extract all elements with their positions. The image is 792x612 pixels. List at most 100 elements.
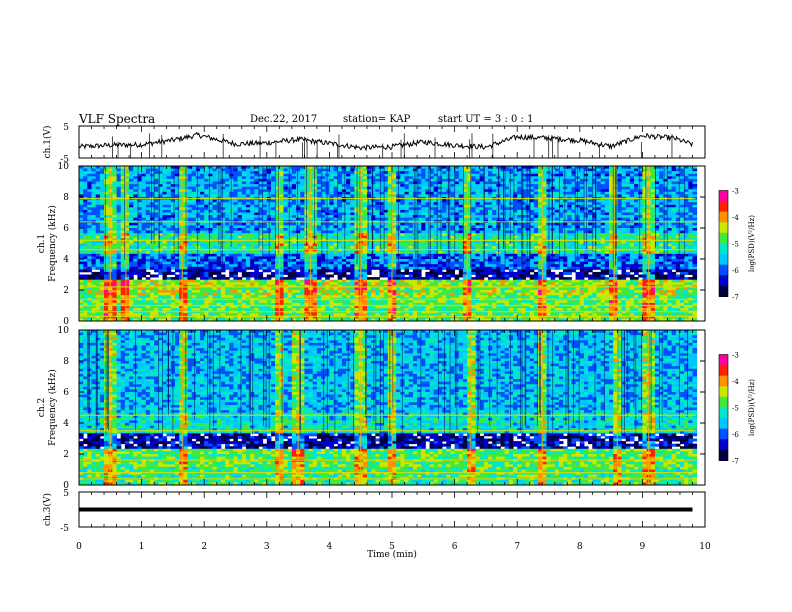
spectrogram-cell: [87, 212, 92, 216]
spectrogram-cell: [341, 222, 347, 226]
spectrogram-cell: [400, 173, 405, 177]
spectrogram-cell: [275, 194, 280, 198]
spectrogram-cell: [195, 189, 201, 193]
spectrogram-cell: [659, 171, 664, 175]
spectrogram-cell: [91, 212, 97, 216]
spectrogram-cell: [504, 168, 510, 172]
spectrogram-cell: [95, 222, 101, 226]
spectrogram-cell: [421, 246, 426, 250]
spectrogram-cell: [204, 207, 209, 211]
spectrogram-cell: [149, 228, 155, 231]
spectrogram-cell: [325, 246, 330, 250]
spectrogram-cell: [87, 194, 92, 198]
spectrogram-cell: [279, 212, 284, 216]
spectrogram-cell: [245, 217, 251, 221]
spectrogram-cell: [362, 230, 368, 234]
spectrogram-cell: [220, 225, 226, 229]
spectrogram-cell: [604, 171, 610, 175]
spectrogram-cell: [325, 230, 330, 234]
spectrogram-cell: [283, 168, 289, 172]
spectrogram-cell: [329, 178, 334, 182]
spectrogram-cell: [642, 246, 647, 250]
spectrogram-cell: [225, 194, 230, 198]
spectrogram-cell: [120, 209, 126, 213]
spectrogram-cell: [195, 207, 201, 211]
spectrogram-cell: [408, 230, 414, 234]
spectrogram-cell: [321, 181, 326, 185]
spectrogram-cell: [675, 181, 681, 185]
spectrogram-cell: [83, 204, 88, 208]
spectrogram-cell: [83, 230, 88, 234]
spectrogram-cell: [462, 222, 468, 226]
spectrogram-cell: [183, 191, 188, 195]
spectrogram-cell: [467, 230, 472, 234]
spectrogram-cell: [471, 230, 476, 234]
spectrogram-cell: [421, 181, 426, 185]
spectrogram-cell: [237, 230, 243, 234]
spectrogram-cell: [220, 235, 226, 239]
spectrogram-cell: [417, 228, 422, 231]
spectrogram-cell: [492, 212, 497, 216]
spectrogram-cell: [137, 209, 142, 213]
spectrogram-cell: [642, 171, 647, 175]
spectrogram-cell: [283, 217, 289, 221]
spectrogram-cell: [688, 176, 693, 180]
spectrogram-cell: [479, 212, 485, 216]
spectrogram-cell: [179, 212, 184, 216]
spectrogram-cell: [137, 202, 142, 206]
spectrogram-cell: [262, 240, 268, 244]
spectrogram-cell: [504, 173, 510, 177]
spectrogram-cell: [258, 181, 264, 185]
spectrogram-cell: [538, 199, 543, 203]
spectrogram-cell: [663, 173, 668, 177]
spectrogram-cell: [429, 171, 435, 175]
spectrogram-cell: [120, 181, 126, 185]
spectrogram-cell: [529, 212, 535, 216]
spectrogram-cell: [467, 171, 472, 175]
spectrogram-cell: [371, 168, 376, 172]
spectrogram-cell: [513, 204, 518, 208]
spectrogram-cell: [120, 168, 126, 172]
spectrogram-cell: [158, 176, 163, 180]
spectrogram-cell: [392, 184, 397, 188]
spectrogram-cell: [421, 233, 426, 237]
spectrogram-cell: [362, 228, 368, 231]
spectrogram-cell: [629, 181, 635, 185]
spectrogram-cell: [271, 176, 276, 180]
spectrogram-cell: [508, 209, 514, 213]
spectrogram-cell: [617, 171, 622, 175]
spectrogram-cell: [408, 233, 414, 237]
spectrogram-cell: [504, 217, 510, 221]
spectrogram-cell: [425, 225, 430, 229]
spectrogram-cell: [575, 212, 581, 216]
spectrogram-cell: [291, 202, 297, 206]
spectrogram-cell: [567, 217, 572, 221]
spectrogram-cell: [120, 178, 126, 182]
spectrogram-cell: [412, 240, 418, 244]
spectrogram-cell: [671, 189, 677, 193]
spectrogram-cell: [433, 173, 439, 177]
spectrogram-cell: [529, 176, 535, 180]
spectrogram-cell: [350, 189, 355, 193]
spectrogram-cell: [321, 171, 326, 175]
spectrogram-cell: [667, 215, 672, 219]
spectrogram-cell: [275, 217, 280, 221]
spectrogram-cell: [650, 189, 656, 193]
spectrogram-cell: [154, 199, 159, 203]
spectrogram-cell: [367, 222, 372, 226]
spectrogram-cell: [254, 186, 259, 190]
spectrogram-cell: [346, 243, 351, 247]
spectrogram-cell: [104, 181, 109, 185]
spectrogram-cell: [154, 235, 159, 239]
spectrogram-cell: [183, 171, 188, 175]
spectrogram-cell: [350, 212, 355, 216]
spectrogram-cell: [617, 166, 622, 169]
spectrogram-cell: [254, 168, 259, 172]
spectrogram-cell: [321, 178, 326, 182]
spectrogram-cell: [412, 168, 418, 172]
spectrogram-cell: [87, 171, 92, 175]
spectrogram-cell: [333, 178, 339, 182]
spectrogram-cell: [675, 240, 681, 244]
spectrogram-cell: [421, 178, 426, 182]
spectrogram-cell: [316, 186, 322, 190]
